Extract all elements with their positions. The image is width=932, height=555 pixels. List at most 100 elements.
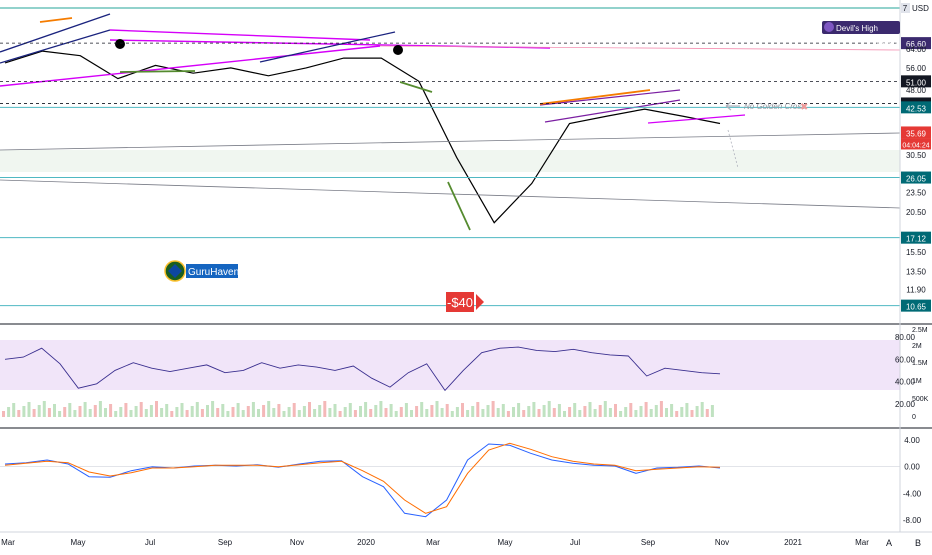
volume-bar	[491, 401, 495, 417]
brand-label: GuruHaven	[188, 267, 239, 278]
time-tick-label: Nov	[715, 538, 729, 547]
macd-tick-label: -8.00	[903, 516, 922, 525]
volume-bar	[348, 403, 352, 417]
volume-bar	[501, 404, 505, 417]
volume-bar	[573, 403, 577, 417]
shaded-zone	[0, 150, 900, 172]
volume-bar	[471, 406, 475, 417]
volume-bar	[190, 406, 194, 417]
volume-bar	[104, 408, 107, 417]
volume-bar	[318, 405, 322, 417]
volume-bar	[384, 408, 388, 417]
cross-x-icon: ✖	[800, 102, 808, 113]
price-level-text: 35.69	[906, 129, 927, 138]
volume-bar	[7, 407, 11, 417]
volume-bar	[308, 402, 311, 417]
volume-bar	[466, 410, 470, 417]
volume-bar	[588, 402, 592, 417]
time-tick-label: May	[497, 538, 512, 547]
volume-bar	[486, 405, 490, 417]
rsi-tick-label: 60.00	[895, 355, 916, 364]
volume-bar	[578, 410, 582, 417]
volume-bar	[675, 411, 679, 417]
volume-bar	[557, 404, 561, 417]
countdown-tag	[901, 138, 931, 150]
rsi-band	[0, 340, 900, 390]
price-level-tag	[901, 299, 931, 312]
volume-bar	[445, 404, 449, 417]
price-series-line	[4, 50, 721, 224]
currency-indicator[interactable]: 7 USD	[901, 3, 929, 13]
volume-bar	[83, 402, 87, 417]
price-tick-label: 15.50	[906, 248, 927, 257]
volume-bar	[364, 402, 368, 417]
trendline-gray-1	[0, 132, 901, 151]
volume-bar	[221, 404, 225, 417]
arrow-left-icon	[725, 101, 740, 111]
volume-bar	[226, 411, 230, 417]
volume-bar	[241, 410, 245, 417]
volume-tick-label: 0	[912, 414, 916, 421]
volume-bar	[200, 409, 204, 417]
time-tick-label: Jul	[570, 538, 580, 547]
volume-tick-label: 2.5M	[912, 327, 928, 334]
currency-badge	[901, 3, 910, 13]
negative-price-box	[446, 292, 474, 312]
volume-bar	[98, 401, 102, 417]
trendline-magenta-top	[109, 29, 371, 41]
volume-bar	[73, 410, 77, 417]
macd-line-1	[4, 442, 721, 514]
volume-bar	[93, 405, 97, 417]
macd-tick-label: 0.00	[904, 463, 920, 472]
macd-pane	[0, 442, 900, 518]
volume-bar	[415, 406, 419, 417]
volume-bar	[517, 403, 521, 417]
volume-bar	[440, 408, 444, 417]
rsi-tick-label: 20.00	[895, 400, 916, 409]
volume-bar	[593, 409, 597, 417]
rsi-line	[4, 346, 721, 392]
price-level-text: 42.53	[906, 104, 927, 113]
trendline-gray-2	[0, 179, 901, 209]
volume-bar	[665, 408, 668, 417]
volume-bar	[379, 401, 383, 417]
time-tick-label: Mar	[426, 538, 440, 547]
volume-tick-label: 1.5M	[912, 360, 928, 367]
volume-bar	[705, 409, 709, 417]
bars-button[interactable]: B	[915, 538, 921, 548]
negative-price-arrow	[476, 294, 484, 310]
devils-high-bg	[822, 21, 900, 34]
volume-bar	[22, 406, 26, 417]
price-pane	[0, 7, 901, 390]
volume-bar	[496, 408, 500, 417]
volume-bar	[58, 411, 62, 417]
volume-bar	[690, 410, 694, 417]
volume-bar	[313, 409, 317, 417]
auto-scale-button[interactable]: A	[886, 538, 892, 548]
volume-bar	[654, 405, 658, 417]
volume-bar	[211, 401, 215, 417]
volume-bar	[251, 402, 255, 417]
marker-circle-2	[393, 45, 403, 55]
time-tick-label: Sep	[641, 538, 656, 547]
volume-bar	[68, 403, 72, 417]
volume-bar	[119, 407, 123, 417]
devils-high-label: Devil's High	[822, 21, 900, 34]
time-tick-label: Nov	[290, 538, 304, 547]
price-level-text: 26.05	[906, 175, 927, 184]
brand-diamond-icon	[168, 264, 182, 278]
price-tick-label: 56.00	[906, 64, 927, 73]
wedge-top	[539, 89, 681, 106]
volume-bar	[506, 411, 510, 417]
volume-bar	[42, 401, 46, 417]
volume-bar	[323, 401, 327, 417]
volume-bar	[236, 403, 240, 417]
brand-logo[interactable]: GuruHaven	[164, 260, 239, 282]
volume-bar	[670, 404, 674, 417]
volume-bar	[216, 408, 220, 417]
volume-bar	[165, 404, 169, 417]
volume-bar	[404, 403, 408, 417]
trendline-pink	[379, 45, 901, 51]
